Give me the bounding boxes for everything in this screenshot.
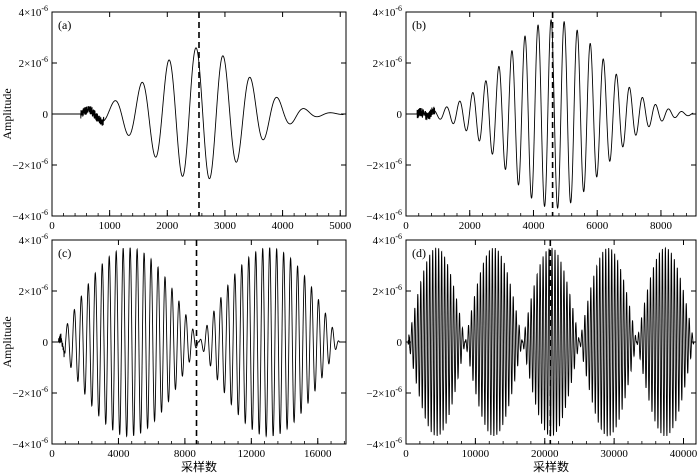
x-tick-label: 40000 xyxy=(670,448,698,460)
y-tick-label-exponent: -6 xyxy=(395,55,402,64)
y-tick-label: 0 xyxy=(43,337,49,349)
x-tick-label: 10000 xyxy=(462,448,490,460)
y-tick-label: 4×10-6 xyxy=(19,232,48,247)
y-tick-label-base: 0 xyxy=(397,337,403,349)
y-tick-label-base: −2×10 xyxy=(12,388,41,400)
y-tick-label-exponent: -6 xyxy=(395,436,402,445)
y-tick-label-base: 4×10 xyxy=(373,7,396,19)
panel-label: (d) xyxy=(412,246,426,260)
y-tick-label: −2×10-6 xyxy=(366,157,402,172)
x-tick-label: 4000 xyxy=(107,448,130,460)
y-tick-label: −2×10-6 xyxy=(366,385,402,400)
y-tick-label-base: −2×10 xyxy=(366,160,395,172)
y-tick-label-exponent: -6 xyxy=(395,157,402,166)
y-tick-label-base: −2×10 xyxy=(366,388,395,400)
y-tick-label-base: −2×10 xyxy=(12,160,41,172)
y-tick-label-exponent: -6 xyxy=(41,208,48,217)
y-tick-label-base: 0 xyxy=(397,109,403,121)
y-tick-label: −4×10-6 xyxy=(366,436,402,451)
y-tick-label-base: 4×10 xyxy=(19,235,42,247)
y-tick-label: 0 xyxy=(43,109,49,121)
x-tick-label: 6000 xyxy=(586,220,609,232)
panel-label: (c) xyxy=(58,246,71,260)
x-axis-label: 采样数 xyxy=(181,459,217,474)
y-tick-label-exponent: -6 xyxy=(41,385,48,394)
y-tick-label: −4×10-6 xyxy=(12,208,48,223)
y-tick-label: 0 xyxy=(397,337,403,349)
y-tick-label: 2×10-6 xyxy=(19,55,48,70)
x-tick-label: 8000 xyxy=(174,448,197,460)
y-tick-label-base: 4×10 xyxy=(373,235,396,247)
y-tick-label: 0 xyxy=(397,109,403,121)
x-tick-label: 0 xyxy=(403,448,409,460)
y-tick-label: 4×10-6 xyxy=(19,4,48,19)
y-tick-label: 2×10-6 xyxy=(19,283,48,298)
y-tick-label-exponent: -6 xyxy=(395,208,402,217)
x-tick-label: 0 xyxy=(49,448,55,460)
x-tick-label: 30000 xyxy=(600,448,628,460)
y-tick-label: 2×10-6 xyxy=(373,55,402,70)
x-tick-label: 0 xyxy=(49,220,55,232)
y-tick-label-exponent: -6 xyxy=(395,385,402,394)
y-tick-label-base: 4×10 xyxy=(19,7,42,19)
y-tick-label-base: −4×10 xyxy=(12,439,41,451)
y-tick-label: −4×10-6 xyxy=(12,436,48,451)
y-tick-label-base: −4×10 xyxy=(12,211,41,223)
panel-label: (b) xyxy=(412,18,426,32)
y-tick-label-exponent: -6 xyxy=(41,232,48,241)
x-tick-label: 4000 xyxy=(272,220,295,232)
y-axis-label: Amplitude xyxy=(0,88,14,139)
series-line xyxy=(406,19,696,209)
y-tick-label-exponent: -6 xyxy=(395,232,402,241)
y-tick-label-base: −4×10 xyxy=(366,439,395,451)
x-tick-label: 3000 xyxy=(214,220,237,232)
x-tick-label: 2000 xyxy=(156,220,179,232)
y-tick-label-exponent: -6 xyxy=(395,283,402,292)
y-axis-label: Amplitude xyxy=(0,316,14,367)
y-tick-label-base: 0 xyxy=(43,109,49,121)
chart-panel: −4×10-6−2×10-602×10-64×10-60 2000 4000 6000… xyxy=(366,4,697,232)
y-tick-label-base: 0 xyxy=(43,337,49,349)
y-tick-label-base: 2×10 xyxy=(19,286,42,298)
chart-panel: −4×10-6−2×10-602×10-64×10-60 4000 8000 1200… xyxy=(0,232,347,474)
y-tick-label-exponent: -6 xyxy=(41,55,48,64)
x-axis-label: 采样数 xyxy=(533,459,569,474)
x-tick-label: 2000 xyxy=(459,220,482,232)
chart-panel: −4×10-6−2×10-602×10-64×10-60 1000 2000 3000… xyxy=(0,4,352,232)
y-tick-label: 2×10-6 xyxy=(373,283,402,298)
x-tick-label: 4000 xyxy=(522,220,545,232)
y-tick-label-base: 2×10 xyxy=(373,58,396,70)
x-tick-label: 5000 xyxy=(329,220,352,232)
series-line xyxy=(52,247,346,438)
y-tick-label-exponent: -6 xyxy=(41,436,48,445)
x-tick-label: 0 xyxy=(403,220,409,232)
y-tick-label-base: 2×10 xyxy=(19,58,42,70)
y-tick-label: −4×10-6 xyxy=(366,208,402,223)
y-tick-label-base: −4×10 xyxy=(366,211,395,223)
y-tick-label-exponent: -6 xyxy=(41,157,48,166)
y-tick-label: −2×10-6 xyxy=(12,157,48,172)
y-tick-label-exponent: -6 xyxy=(41,283,48,292)
x-tick-label: 12000 xyxy=(238,448,266,460)
panel-label: (a) xyxy=(58,18,71,32)
x-tick-label: 1000 xyxy=(99,220,122,232)
x-tick-label: 8000 xyxy=(650,220,673,232)
chart-panel: −4×10-6−2×10-602×10-64×10-60 10000 20000 30… xyxy=(366,232,697,474)
y-tick-label-exponent: -6 xyxy=(395,4,402,13)
x-tick-label: 20000 xyxy=(531,448,559,460)
y-tick-label: 4×10-6 xyxy=(373,232,402,247)
y-tick-label: 4×10-6 xyxy=(373,4,402,19)
y-tick-label: −2×10-6 xyxy=(12,385,48,400)
x-tick-label: 16000 xyxy=(304,448,332,460)
y-tick-label-base: 2×10 xyxy=(373,286,396,298)
y-tick-label-exponent: -6 xyxy=(41,4,48,13)
